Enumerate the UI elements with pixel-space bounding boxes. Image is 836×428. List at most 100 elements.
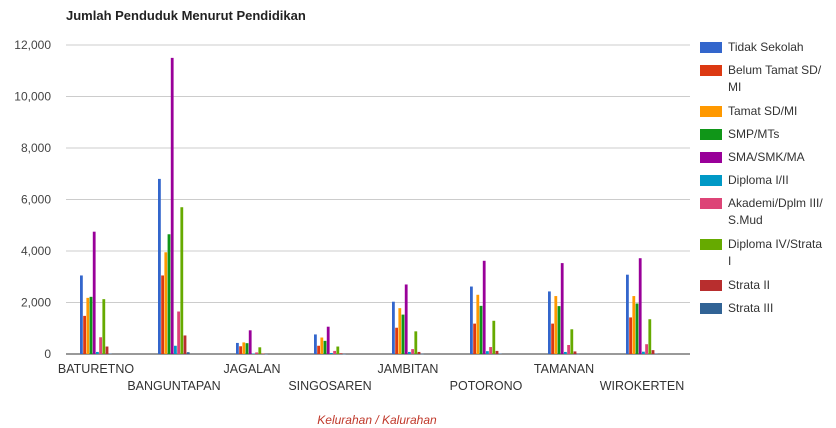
bar-jagalan-9 xyxy=(264,353,268,355)
x-tick-label: POTORONO xyxy=(450,379,523,393)
legend-swatch xyxy=(700,175,722,186)
legend-label: Diploma IV/Strata xyxy=(728,237,822,251)
legend-swatch xyxy=(700,198,722,209)
bar-singosaren-7 xyxy=(336,346,340,354)
bar-baturetno-2 xyxy=(86,297,90,354)
bar-wirokerten-8 xyxy=(651,350,655,354)
legend-label: Strata II xyxy=(728,278,770,292)
bar-singosaren-3 xyxy=(323,340,327,354)
y-tick-label: 6,000 xyxy=(21,193,51,207)
bar-singosaren-2 xyxy=(320,337,324,354)
bar-jagalan-0 xyxy=(236,342,239,354)
bar-potorono-8 xyxy=(495,350,499,354)
legend-label: Strata III xyxy=(728,301,773,315)
legend-swatch xyxy=(700,303,722,314)
bar-singosaren-8 xyxy=(339,353,343,354)
bar-jambitan-1 xyxy=(395,327,398,354)
legend-label: MI xyxy=(728,80,741,94)
bar-baturetno-5 xyxy=(96,351,99,354)
bar-baturetno-9 xyxy=(108,353,112,354)
legend-label: SMA/SMK/MA xyxy=(728,150,805,164)
x-tick-label: JAGALAN xyxy=(224,362,281,376)
legend-swatch xyxy=(700,280,722,291)
bar-wirokerten-2 xyxy=(632,296,636,354)
legend-label: Tidak Sekolah xyxy=(728,40,804,54)
bar-potorono-5 xyxy=(486,351,489,354)
bar-baturetno-0 xyxy=(80,275,83,354)
bar-baturetno-8 xyxy=(105,346,109,354)
x-axis-title: Kelurahan / Kalurahan xyxy=(317,413,437,427)
bar-jagalan-5 xyxy=(252,353,255,354)
bar-jambitan-8 xyxy=(417,351,421,354)
bar-wirokerten-6 xyxy=(645,344,648,354)
y-tick-label: 0 xyxy=(44,347,51,361)
bar-tamanan-2 xyxy=(554,296,558,354)
bar-wirokerten-4 xyxy=(638,258,642,354)
legend-label: S.Mud xyxy=(728,213,763,227)
bar-wirokerten-3 xyxy=(635,303,639,354)
bar-potorono-6 xyxy=(489,347,492,354)
bar-tamanan-7 xyxy=(570,329,574,354)
bar-singosaren-0 xyxy=(314,334,317,354)
legend-label: Akademi/Dplm III/ xyxy=(728,196,823,210)
chart-title: Jumlah Penduduk Menurut Pendidikan xyxy=(66,8,306,23)
bar-baturetno-3 xyxy=(89,296,93,354)
bar-banguntapan-3 xyxy=(167,234,171,354)
bar-singosaren-5 xyxy=(330,352,333,354)
legend-swatch xyxy=(700,239,722,250)
bar-banguntapan-5 xyxy=(174,345,177,354)
legend-swatch xyxy=(700,129,722,140)
x-tick-label: WIROKERTEN xyxy=(600,379,685,393)
legend-swatch xyxy=(700,42,722,53)
bar-baturetno-1 xyxy=(83,315,86,354)
x-tick-label: BATURETNO xyxy=(58,362,134,376)
bar-jagalan-3 xyxy=(245,343,249,354)
bar-potorono-4 xyxy=(482,260,486,354)
bar-wirokerten-0 xyxy=(626,274,629,354)
x-tick-label: TAMANAN xyxy=(534,362,594,376)
bar-banguntapan-8 xyxy=(183,335,187,354)
bar-banguntapan-6 xyxy=(177,311,180,354)
bar-wirokerten-7 xyxy=(648,319,652,354)
bar-tamanan-9 xyxy=(576,353,580,355)
bar-tamanan-3 xyxy=(557,306,561,354)
bar-singosaren-1 xyxy=(317,345,320,354)
y-tick-label: 4,000 xyxy=(21,244,51,258)
bar-jambitan-3 xyxy=(401,314,405,354)
y-tick-label: 12,000 xyxy=(14,38,51,52)
bar-jagalan-7 xyxy=(258,347,262,354)
bar-jagalan-2 xyxy=(242,342,246,354)
bar-potorono-0 xyxy=(470,286,473,354)
bar-wirokerten-5 xyxy=(642,351,645,354)
bar-banguntapan-4 xyxy=(170,57,174,354)
bar-banguntapan-9 xyxy=(186,352,190,354)
legend-label: Diploma I/II xyxy=(728,173,789,187)
bar-potorono-9 xyxy=(498,353,502,354)
bar-jagalan-6 xyxy=(255,352,258,354)
bar-potorono-2 xyxy=(476,294,480,354)
bar-wirokerten-1 xyxy=(629,317,632,354)
bar-potorono-7 xyxy=(492,320,496,354)
bar-wirokerten-9 xyxy=(654,353,658,354)
bar-banguntapan-2 xyxy=(164,252,168,354)
bar-jambitan-2 xyxy=(398,308,402,354)
bar-banguntapan-0 xyxy=(158,178,161,354)
y-tick-label: 8,000 xyxy=(21,141,51,155)
legend-swatch xyxy=(700,152,722,163)
bar-banguntapan-1 xyxy=(161,275,164,354)
bar-banguntapan-7 xyxy=(180,207,184,354)
bar-jagalan-8 xyxy=(261,353,265,354)
bar-baturetno-7 xyxy=(102,299,106,354)
bar-tamanan-0 xyxy=(548,291,551,354)
x-tick-label: SINGOSAREN xyxy=(288,379,371,393)
bar-baturetno-4 xyxy=(92,231,96,354)
bar-jambitan-0 xyxy=(392,301,395,354)
bar-singosaren-6 xyxy=(333,350,336,354)
x-tick-label: BANGUNTAPAN xyxy=(127,379,220,393)
bar-singosaren-9 xyxy=(342,353,346,355)
x-tick-label: JAMBITAN xyxy=(378,362,439,376)
bar-jambitan-4 xyxy=(404,284,408,354)
bar-jambitan-7 xyxy=(414,331,418,354)
